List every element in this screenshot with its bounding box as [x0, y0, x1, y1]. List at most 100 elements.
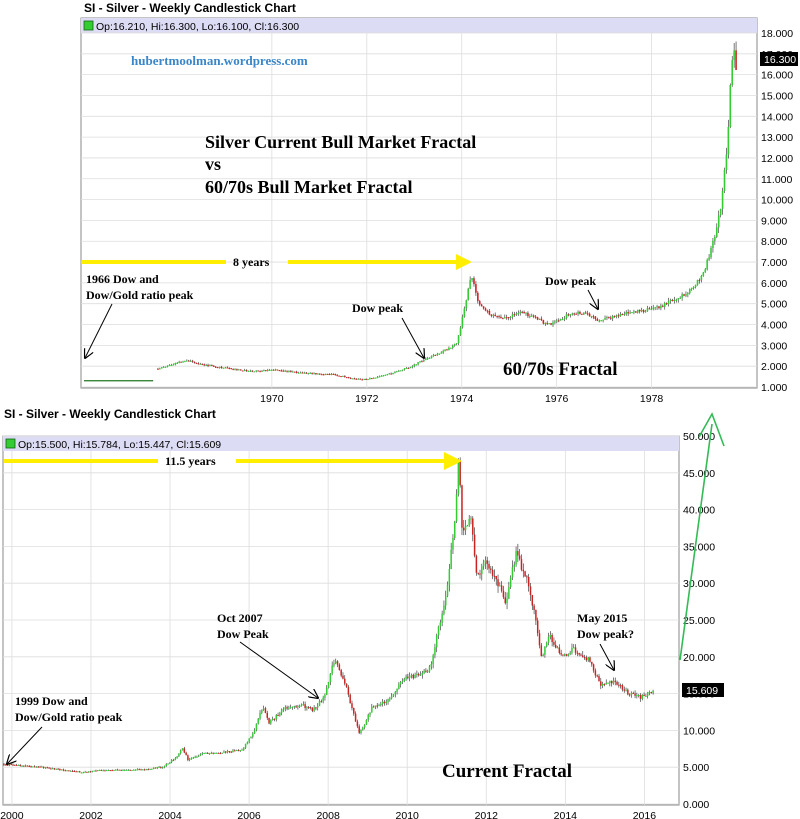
candle: [193, 361, 196, 364]
candle: [480, 303, 483, 307]
candle: [523, 310, 525, 314]
candle: [432, 353, 435, 357]
chart-title: SI - Silver - Weekly Candlestick Chart: [4, 407, 216, 421]
y-tick-label: 25.000: [683, 615, 715, 627]
candle: [636, 692, 638, 699]
candle: [279, 711, 281, 717]
candle: [721, 187, 724, 215]
candle: [255, 370, 258, 373]
candle: [434, 643, 436, 659]
candle: [322, 695, 324, 704]
candle: [671, 298, 674, 302]
candle: [410, 673, 413, 679]
annotation-8-years: 8 years: [233, 255, 270, 269]
y-tick-label: 40.000: [683, 505, 715, 517]
candle: [477, 572, 479, 576]
candle: [502, 585, 505, 600]
candle: [648, 690, 651, 696]
candle: [253, 728, 256, 735]
candle: [559, 318, 562, 321]
candle: [78, 770, 81, 773]
candle: [44, 766, 47, 769]
candle: [578, 652, 580, 657]
candle: [113, 769, 115, 772]
candle: [527, 311, 529, 319]
candle: [451, 344, 454, 350]
candle: [255, 723, 258, 732]
candle: [683, 293, 685, 296]
candle: [596, 674, 598, 678]
candle: [455, 489, 458, 524]
candle: [320, 373, 323, 376]
candle: [473, 527, 476, 558]
candle: [280, 708, 283, 716]
candle: [577, 310, 579, 317]
candle: [282, 707, 285, 712]
candle: [120, 769, 122, 771]
candle: [520, 554, 523, 572]
candle: [421, 670, 424, 679]
candle: [152, 767, 155, 770]
candle: [142, 769, 144, 771]
candle: [619, 683, 622, 689]
candle: [650, 691, 653, 694]
candle: [275, 714, 278, 722]
candle: [600, 320, 602, 322]
candle: [496, 315, 498, 319]
candle: [467, 287, 470, 301]
bottom-chart: SI - Silver - Weekly Candlestick Chart O…: [0, 407, 724, 819]
candle: [211, 364, 213, 367]
candle: [39, 765, 41, 768]
candle: [57, 767, 59, 770]
candle: [186, 359, 188, 362]
candle: [529, 582, 532, 602]
candle: [580, 653, 582, 657]
candle: [50, 767, 52, 770]
candle: [259, 710, 261, 721]
candle: [191, 359, 194, 363]
last-value-tag: 15.609: [682, 683, 724, 697]
candle: [457, 335, 460, 346]
y-axis: 1.000 2.000 3.000 4.000 5.000 6.000 7.000 8.000…: [761, 28, 793, 394]
candle: [441, 610, 443, 627]
candle: [715, 223, 718, 238]
candle: [616, 680, 618, 686]
y-tick-label: 2.000: [761, 361, 787, 373]
candle: [298, 704, 301, 709]
candle: [201, 363, 204, 366]
candle: [156, 766, 159, 770]
candle: [159, 367, 161, 370]
candle: [53, 768, 56, 770]
candle: [219, 752, 222, 755]
candle: [201, 752, 204, 756]
candle: [354, 711, 357, 722]
candle: [380, 375, 383, 377]
candle: [502, 317, 504, 320]
candle: [93, 770, 95, 772]
candle: [266, 368, 269, 372]
candle: [162, 366, 165, 368]
candle: [140, 768, 142, 771]
candle: [387, 698, 389, 705]
candle: [511, 311, 514, 320]
candle: [214, 752, 216, 754]
candle: [515, 311, 518, 316]
candle: [378, 375, 381, 378]
candle: [288, 705, 290, 710]
candle: [325, 685, 328, 696]
candle: [131, 769, 133, 772]
candle: [587, 656, 589, 662]
candle: [278, 369, 281, 372]
candle: [627, 309, 629, 317]
candle: [409, 366, 412, 369]
candle: [426, 669, 429, 674]
candle: [187, 359, 190, 362]
candle: [392, 372, 394, 375]
candle: [583, 312, 585, 316]
candle: [440, 351, 443, 354]
x-axis: 2000 2002 2004 2006 2008 2010 2012 2014 2016: [0, 810, 656, 819]
y-tick-label: 11.000: [761, 174, 792, 186]
candle: [347, 376, 350, 379]
arrow-dow-peak-1976: [587, 289, 598, 309]
candle: [221, 752, 223, 755]
